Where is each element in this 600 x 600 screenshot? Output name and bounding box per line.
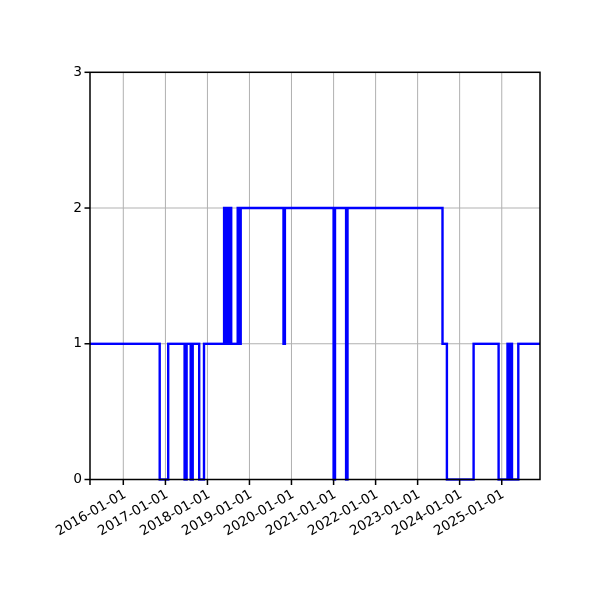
y-tick-label-2: 2 — [73, 199, 82, 216]
y-tick-label-1: 1 — [73, 335, 82, 352]
y-tick-label-0: 0 — [73, 471, 82, 487]
plot-frame — [89, 71, 541, 481]
y-tick-label-3: 3 — [73, 63, 82, 80]
